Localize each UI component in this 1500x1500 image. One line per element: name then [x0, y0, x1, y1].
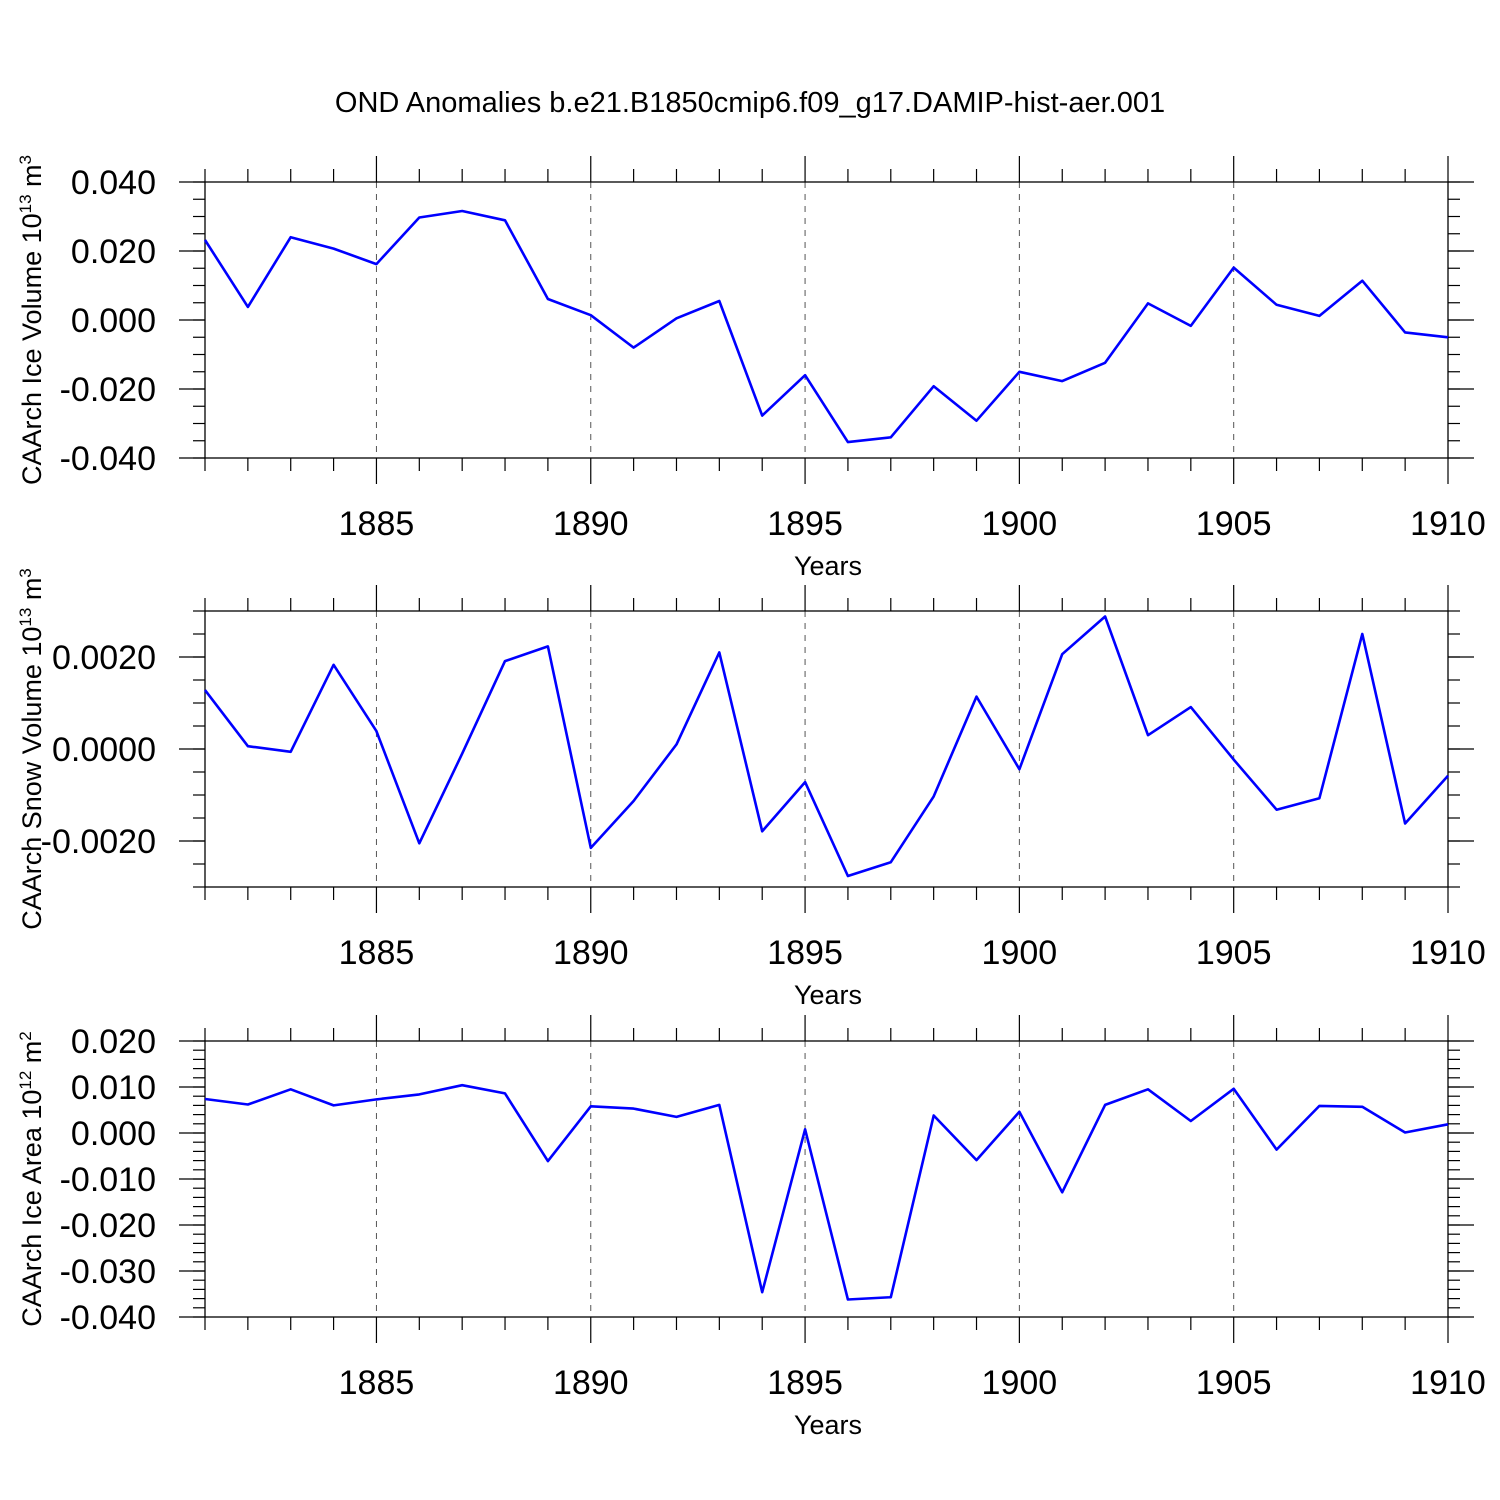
- y-tick-label: 0.000: [71, 1115, 156, 1153]
- y-axis-label: CAArch Ice Area 1012 m2: [16, 1031, 47, 1327]
- data-series-line: [204, 1083, 1449, 1301]
- x-tick-label: 1885: [339, 505, 415, 543]
- y-tick-label: -0.040: [60, 1299, 156, 1337]
- y-tick-label: 0.040: [71, 164, 156, 202]
- x-tick-label: 1910: [1410, 934, 1486, 972]
- y-axis-label-superscript: 13: [16, 194, 35, 213]
- y-tick-label: 0.020: [71, 233, 156, 271]
- y-axis-label-text: CAArch Ice Area 10: [17, 1090, 47, 1327]
- plot-frame: [204, 610, 1449, 888]
- x-tick-label: 1895: [767, 934, 843, 972]
- data-series-line: [203, 209, 1449, 444]
- x-axis-label: Years: [794, 980, 862, 1010]
- y-axis-label-text: m: [17, 164, 47, 194]
- y-tick-label: -0.010: [60, 1161, 156, 1199]
- x-tick-label: 1895: [767, 1364, 843, 1402]
- y-axis-label-text: CAArch Ice Volume 10: [17, 213, 47, 485]
- x-tick-label: 1905: [1196, 934, 1272, 972]
- x-tick-label: 1885: [339, 934, 415, 972]
- y-tick-label: 0.020: [71, 1023, 156, 1061]
- y-axis-label: CAArch Snow Volume 1013 m3: [16, 568, 47, 930]
- x-tick-label: 1895: [767, 505, 843, 543]
- x-tick-label: 1905: [1196, 1364, 1272, 1402]
- y-tick-label: 0.010: [71, 1069, 156, 1107]
- y-tick-label: 0.0000: [52, 731, 156, 769]
- y-axis-label-superscript: 13: [16, 608, 35, 627]
- y-axis-label-superscript: 3: [16, 568, 35, 577]
- x-tick-label: 1910: [1410, 505, 1486, 543]
- x-axis-label: Years: [794, 1410, 862, 1440]
- x-tick-label: 1900: [982, 505, 1058, 543]
- y-axis-label-text: CAArch Snow Volume 10: [17, 627, 47, 930]
- figure-title: OND Anomalies b.e21.B1850cmip6.f09_g17.D…: [335, 87, 1165, 119]
- chart-panels: -0.040 -0.020 0.000 0.020 0.040 1885 1890 1895 1…: [16, 155, 1486, 1440]
- y-tick-label: -0.040: [60, 440, 156, 478]
- y-tick-label: -0.030: [60, 1253, 156, 1291]
- x-tick-label: 1885: [339, 1364, 415, 1402]
- y-axis-label-text: m: [17, 1041, 47, 1071]
- y-tick-label: -0.0020: [41, 823, 156, 861]
- x-tick-label: 1910: [1410, 1364, 1486, 1402]
- chart-panel-1: -0.040 -0.020 0.000 0.020 0.040 1885 1890 1895 1…: [16, 155, 1486, 581]
- chart-panel-2: -0.0020 0.0000 0.0020 1885 1890 1895 1900 1905 1…: [16, 568, 1486, 1010]
- x-tick-label: 1900: [982, 934, 1058, 972]
- x-tick-label: 1890: [553, 1364, 629, 1402]
- y-axis-label-text: m: [17, 578, 47, 608]
- y-tick-label: 0.000: [71, 302, 156, 340]
- y-axis-label-superscript: 12: [16, 1071, 35, 1090]
- x-tick-label: 1905: [1196, 505, 1272, 543]
- x-tick-label: 1900: [982, 1364, 1058, 1402]
- y-tick-label: 0.0020: [52, 639, 156, 677]
- data-series-line: [203, 615, 1449, 878]
- y-axis-label-superscript: 3: [16, 155, 35, 164]
- y-axis-label: CAArch Ice Volume 1013 m3: [16, 155, 47, 485]
- plot-frame: [204, 181, 1449, 459]
- chart-panel-3: -0.040 -0.030 -0.020 -0.010 0.000 0.010 0.020 1…: [16, 1015, 1486, 1440]
- y-axis-label-superscript: 2: [16, 1031, 35, 1040]
- y-tick-label: -0.020: [60, 1207, 156, 1245]
- x-tick-label: 1890: [553, 505, 629, 543]
- y-tick-label: -0.020: [60, 371, 156, 409]
- plot-frame: [204, 1040, 1449, 1318]
- x-tick-label: 1890: [553, 934, 629, 972]
- x-axis-label: Years: [794, 551, 862, 581]
